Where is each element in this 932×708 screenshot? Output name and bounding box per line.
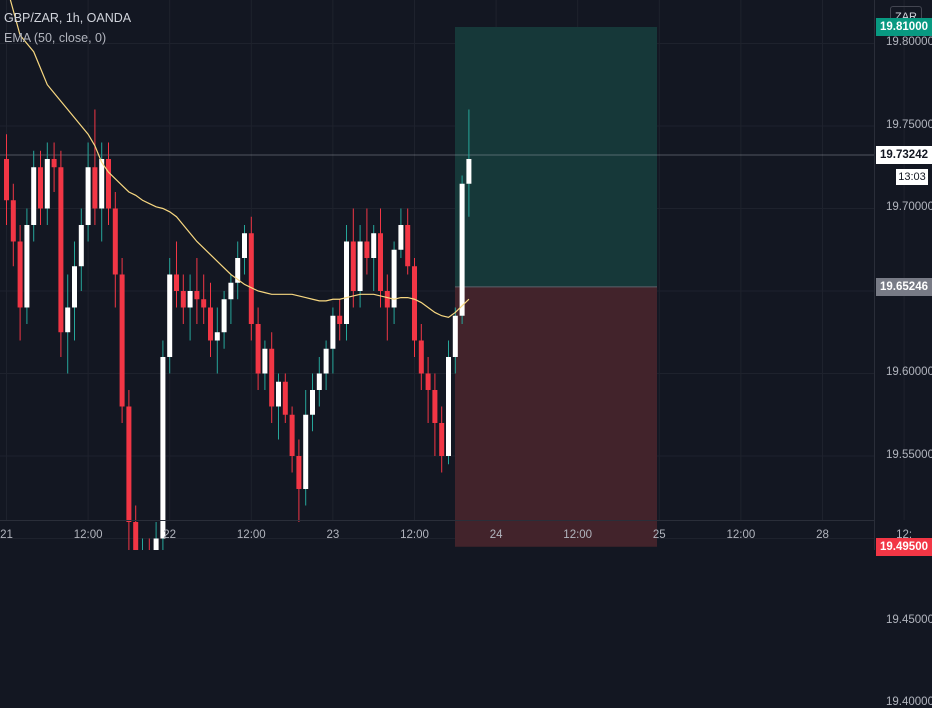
candle-down-body bbox=[106, 158, 111, 209]
candle-up-body bbox=[446, 356, 451, 456]
candle-up-body bbox=[153, 538, 159, 550]
price-chart[interactable] bbox=[0, 0, 932, 550]
candle-up-body bbox=[24, 224, 30, 308]
candle-down-body bbox=[337, 315, 343, 324]
candle-up-body bbox=[398, 224, 404, 250]
candle-up-body bbox=[357, 241, 363, 291]
candle-down-body bbox=[38, 167, 43, 209]
time-tick-label: 28 bbox=[816, 529, 829, 541]
time-tick-label: 12:00 bbox=[563, 529, 593, 541]
time-tick-label: 12:00 bbox=[73, 529, 103, 541]
candle-up-body bbox=[214, 332, 220, 341]
target-zone bbox=[455, 26, 657, 287]
price-tick-label: 19.60000 bbox=[886, 366, 932, 379]
candle-up-body bbox=[330, 315, 336, 349]
candle-down-body bbox=[208, 307, 213, 341]
candle-down-body bbox=[350, 241, 356, 291]
candle-up-body bbox=[242, 233, 247, 258]
candle-up-body bbox=[221, 299, 227, 333]
candle-up-body bbox=[459, 183, 465, 316]
ema-indicator-label[interactable]: EMA (50, close, 0) bbox=[4, 31, 107, 45]
candle-up-body bbox=[72, 266, 77, 308]
candle-up-body bbox=[85, 167, 91, 225]
price-tick-label: 19.45000 bbox=[886, 613, 932, 626]
bar-countdown: 13:03 bbox=[896, 169, 928, 185]
candle-up-body bbox=[187, 290, 193, 308]
price-axis-separator bbox=[874, 0, 875, 550]
time-tick-label: 12:00 bbox=[726, 529, 756, 541]
time-axis-separator bbox=[0, 520, 874, 521]
candle-down-body bbox=[180, 290, 186, 308]
candle-down-body bbox=[201, 299, 207, 308]
time-tick-label: 24 bbox=[489, 529, 503, 541]
candle-up-body bbox=[31, 167, 37, 225]
symbol-title[interactable]: GBP/ZAR, 1h, OANDA bbox=[4, 11, 132, 25]
time-tick-label: 12:00 bbox=[400, 529, 429, 541]
candle-down-body bbox=[425, 373, 431, 390]
candle-up-body bbox=[323, 348, 329, 374]
candle-down-body bbox=[296, 455, 302, 489]
target-price-tag: 19.81000 bbox=[876, 17, 932, 36]
price-tick-label: 19.70000 bbox=[886, 201, 932, 214]
candle-down-body bbox=[4, 158, 9, 201]
candle-up-body bbox=[167, 274, 173, 357]
candle-down-body bbox=[119, 274, 125, 407]
candle-down-body bbox=[248, 233, 254, 324]
candle-up-body bbox=[44, 158, 50, 209]
candle-down-body bbox=[364, 241, 370, 258]
candle-down-body bbox=[174, 274, 179, 291]
candle-down-body bbox=[432, 389, 438, 423]
candle-up-body bbox=[466, 158, 472, 184]
candle-down-body bbox=[439, 422, 445, 456]
candle-down-body bbox=[412, 266, 417, 341]
price-tick-label: 19.40000 bbox=[886, 696, 932, 708]
candle-up-body bbox=[78, 224, 84, 267]
candle-up-body bbox=[276, 381, 281, 407]
time-tick-label: 25 bbox=[652, 529, 666, 541]
candle-down-body bbox=[58, 167, 64, 333]
time-tick-label: 22 bbox=[163, 529, 177, 541]
candle-down-body bbox=[269, 348, 275, 407]
candle-down-body bbox=[384, 290, 390, 308]
candle-down-body bbox=[112, 208, 118, 275]
candle-down-body bbox=[133, 521, 139, 550]
candle-down-body bbox=[378, 233, 383, 291]
candle-up-body bbox=[65, 307, 71, 333]
entry-price-tag: 19.65246 bbox=[876, 277, 932, 296]
candle-up-body bbox=[99, 158, 105, 209]
last-price-tag: 19.73242 bbox=[876, 146, 932, 164]
candle-up-body bbox=[316, 373, 322, 390]
candle-down-body bbox=[51, 158, 57, 168]
time-tick-label: 23 bbox=[326, 529, 340, 541]
candle-down-body bbox=[405, 224, 411, 267]
candle-down-body bbox=[418, 340, 424, 374]
candle-down-body bbox=[289, 414, 295, 456]
chart-legend: GBP/ZAR, 1h, OANDA EMA (50, close, 0) bbox=[4, 8, 131, 48]
candle-down-body bbox=[282, 381, 288, 415]
candle-down-body bbox=[126, 406, 132, 522]
candle-up-body bbox=[310, 389, 315, 415]
candle-down-body bbox=[92, 167, 98, 209]
candle-up-body bbox=[235, 257, 241, 283]
candle-down-body bbox=[17, 241, 23, 308]
ema-line bbox=[9, 0, 470, 319]
candle-down-body bbox=[10, 200, 16, 242]
price-tick-label: 19.80000 bbox=[886, 36, 932, 49]
candle-down-body bbox=[194, 290, 200, 300]
candle-up-body bbox=[344, 241, 349, 324]
candle-up-body bbox=[160, 356, 166, 539]
price-tick-label: 19.55000 bbox=[886, 448, 932, 461]
price-tick-label: 19.75000 bbox=[886, 118, 932, 131]
time-tick-label: 12:00 bbox=[236, 529, 266, 541]
candle-up-body bbox=[371, 233, 377, 258]
candle-up-body bbox=[391, 249, 397, 308]
candle-down-body bbox=[255, 323, 261, 374]
candle-up-body bbox=[262, 348, 268, 374]
candle-up-body bbox=[452, 315, 458, 357]
stop-zone bbox=[455, 286, 657, 547]
time-tick-label: 21 bbox=[0, 529, 13, 541]
candle-up-body bbox=[228, 282, 234, 300]
stop-price-tag: 19.49500 bbox=[876, 537, 932, 556]
candle-up-body bbox=[303, 414, 309, 489]
